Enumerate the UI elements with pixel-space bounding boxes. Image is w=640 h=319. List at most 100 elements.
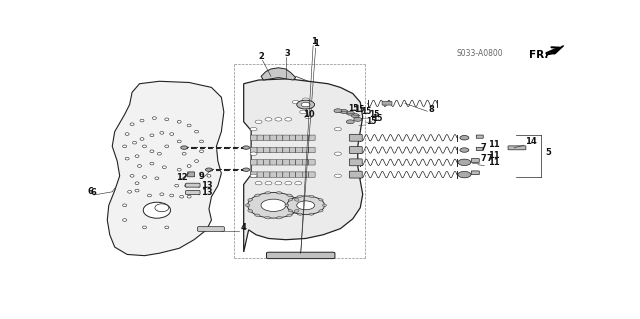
FancyBboxPatch shape	[308, 160, 315, 165]
Text: FR.: FR.	[529, 50, 548, 60]
Ellipse shape	[276, 217, 282, 219]
Polygon shape	[244, 79, 363, 252]
FancyBboxPatch shape	[308, 147, 315, 153]
Ellipse shape	[187, 165, 191, 167]
Polygon shape	[547, 46, 564, 56]
Circle shape	[302, 98, 309, 101]
Ellipse shape	[125, 133, 129, 136]
Ellipse shape	[323, 204, 326, 206]
Circle shape	[285, 182, 292, 185]
FancyBboxPatch shape	[283, 147, 289, 153]
Circle shape	[292, 100, 300, 104]
Text: 11: 11	[488, 158, 499, 167]
FancyBboxPatch shape	[264, 172, 270, 177]
Circle shape	[460, 148, 469, 152]
Circle shape	[285, 118, 292, 121]
Ellipse shape	[309, 196, 314, 197]
Ellipse shape	[182, 152, 186, 155]
Ellipse shape	[255, 194, 260, 197]
Ellipse shape	[135, 189, 139, 192]
FancyBboxPatch shape	[289, 147, 296, 153]
FancyBboxPatch shape	[302, 147, 308, 153]
Ellipse shape	[287, 214, 292, 217]
Ellipse shape	[207, 174, 211, 177]
Ellipse shape	[140, 119, 144, 122]
Ellipse shape	[132, 141, 136, 144]
Ellipse shape	[150, 134, 154, 137]
Ellipse shape	[294, 198, 299, 201]
FancyBboxPatch shape	[264, 147, 270, 153]
Text: 11: 11	[488, 140, 499, 149]
Ellipse shape	[177, 121, 181, 123]
Ellipse shape	[130, 174, 134, 177]
Ellipse shape	[170, 194, 173, 197]
Circle shape	[243, 168, 250, 171]
Polygon shape	[261, 68, 296, 80]
FancyBboxPatch shape	[349, 171, 362, 178]
Text: 8: 8	[429, 105, 435, 114]
FancyBboxPatch shape	[349, 134, 362, 141]
Ellipse shape	[140, 137, 144, 140]
FancyBboxPatch shape	[289, 160, 296, 165]
FancyBboxPatch shape	[382, 101, 392, 105]
FancyBboxPatch shape	[296, 172, 302, 177]
Ellipse shape	[125, 157, 129, 160]
FancyBboxPatch shape	[289, 135, 296, 140]
Ellipse shape	[294, 210, 299, 212]
Circle shape	[180, 146, 188, 149]
Ellipse shape	[127, 190, 132, 193]
FancyBboxPatch shape	[186, 183, 200, 187]
FancyBboxPatch shape	[198, 227, 225, 231]
Text: 15: 15	[361, 108, 372, 116]
FancyBboxPatch shape	[270, 172, 276, 177]
Text: 12: 12	[176, 173, 188, 182]
Ellipse shape	[288, 199, 292, 201]
Ellipse shape	[248, 198, 253, 201]
FancyBboxPatch shape	[476, 135, 483, 138]
Ellipse shape	[180, 195, 184, 198]
Circle shape	[275, 118, 282, 121]
FancyBboxPatch shape	[276, 172, 283, 177]
FancyBboxPatch shape	[257, 160, 264, 165]
Ellipse shape	[143, 176, 147, 178]
Circle shape	[458, 159, 471, 166]
Text: 10: 10	[303, 110, 315, 119]
FancyBboxPatch shape	[308, 172, 315, 177]
Ellipse shape	[165, 226, 169, 229]
Ellipse shape	[187, 124, 191, 127]
Ellipse shape	[195, 160, 198, 162]
Ellipse shape	[297, 204, 301, 207]
Ellipse shape	[276, 192, 282, 194]
FancyBboxPatch shape	[296, 147, 302, 153]
Text: 6: 6	[88, 187, 94, 196]
Ellipse shape	[155, 204, 169, 212]
Text: 15: 15	[366, 117, 376, 126]
Circle shape	[265, 182, 272, 185]
Ellipse shape	[143, 202, 170, 218]
Ellipse shape	[187, 195, 191, 198]
FancyBboxPatch shape	[251, 172, 257, 177]
Text: 15: 15	[372, 114, 383, 123]
Text: 3: 3	[284, 49, 290, 58]
Text: 7: 7	[481, 154, 486, 163]
Circle shape	[250, 152, 257, 155]
Text: 7: 7	[486, 154, 492, 163]
FancyBboxPatch shape	[471, 171, 479, 174]
Ellipse shape	[177, 140, 181, 143]
Ellipse shape	[163, 166, 166, 168]
Text: 5: 5	[545, 148, 551, 158]
Ellipse shape	[155, 177, 159, 180]
FancyBboxPatch shape	[251, 147, 257, 153]
Ellipse shape	[143, 226, 147, 229]
Ellipse shape	[123, 145, 127, 148]
FancyBboxPatch shape	[302, 172, 308, 177]
Ellipse shape	[147, 194, 152, 197]
Circle shape	[346, 120, 355, 124]
Ellipse shape	[298, 213, 302, 215]
FancyBboxPatch shape	[270, 135, 276, 140]
Ellipse shape	[138, 165, 141, 167]
Ellipse shape	[265, 192, 271, 194]
Ellipse shape	[143, 145, 147, 148]
Circle shape	[261, 199, 286, 211]
Ellipse shape	[170, 133, 173, 136]
